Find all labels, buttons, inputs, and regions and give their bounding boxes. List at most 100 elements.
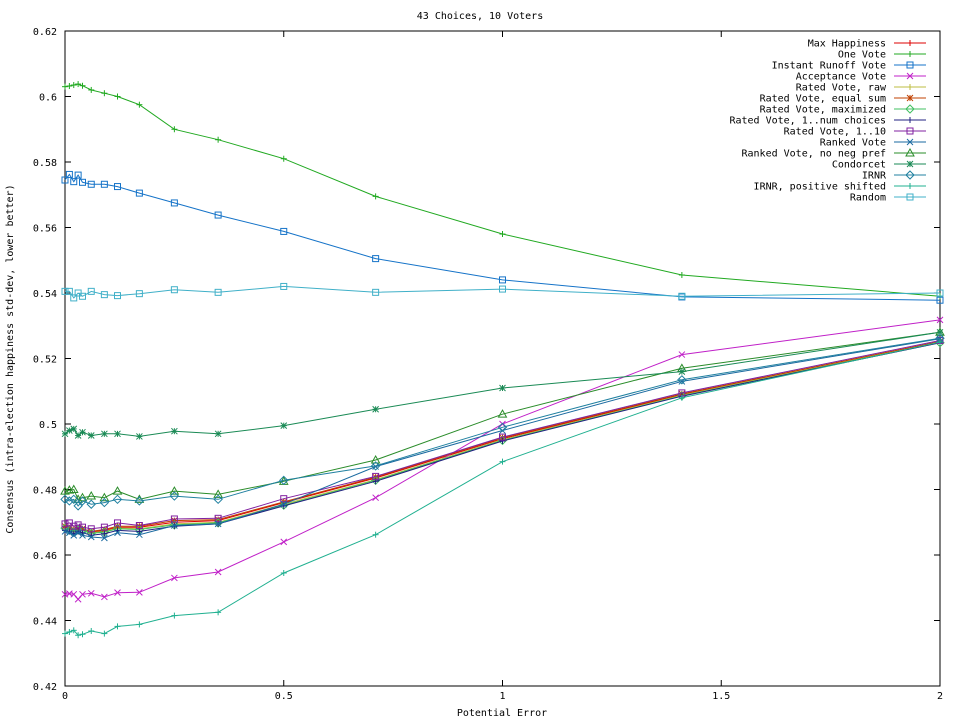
y-tick-label: 0.48 (33, 486, 57, 497)
y-tick-label: 0.52 (33, 355, 57, 366)
marker-stroke (61, 528, 69, 535)
marker-stroke (170, 286, 178, 294)
data-point (64, 496, 75, 506)
marker-stroke (936, 316, 944, 324)
marker-stroke (499, 433, 506, 441)
data-point (79, 631, 86, 638)
marker-stroke (87, 432, 95, 439)
marker-stroke (114, 292, 121, 300)
marker-stroke (100, 291, 108, 299)
y-tick-label: 0.46 (33, 551, 57, 562)
marker-stroke (61, 176, 69, 184)
legend-item: One Vote (838, 50, 926, 61)
marker-stroke (112, 486, 123, 495)
data-point (65, 287, 73, 295)
marker-stroke (79, 292, 86, 300)
y-tick-label: 0.6 (39, 93, 57, 104)
data-point (215, 609, 222, 616)
marker-stroke (280, 538, 288, 546)
marker-stroke (100, 523, 108, 531)
data-point (74, 529, 82, 537)
data-point (906, 193, 914, 201)
marker-stroke (214, 288, 222, 296)
data-point (86, 499, 96, 509)
marker-stroke (499, 420, 506, 428)
data-point (170, 199, 178, 207)
marker-stroke (61, 522, 69, 530)
marker-stroke (114, 589, 121, 597)
marker-stroke (372, 494, 379, 502)
marker-stroke (906, 94, 914, 102)
data-point (136, 101, 143, 108)
data-point (87, 180, 95, 188)
data-point (678, 351, 686, 358)
marker-stroke (99, 497, 110, 508)
data-point (101, 90, 108, 97)
series-line (64, 331, 941, 437)
data-point (70, 294, 78, 302)
marker-stroke (86, 499, 96, 509)
x-tick-label: 2 (937, 691, 943, 702)
legend-item: Rated Vote, raw (796, 83, 926, 94)
marker-stroke (171, 522, 178, 529)
marker-stroke (79, 590, 86, 598)
data-point (907, 51, 913, 57)
x-axis-label: Potential Error (457, 708, 547, 719)
marker-stroke (66, 529, 73, 537)
data-point (100, 291, 108, 299)
legend-item: Acceptance Vote (796, 72, 926, 83)
legend-item: Rated Vote, 1..num choices (729, 116, 926, 127)
legend-item: Max Happiness (808, 39, 926, 50)
data-point (70, 178, 78, 186)
marker-stroke (74, 432, 82, 439)
marker-stroke (497, 409, 508, 418)
data-point (499, 384, 506, 392)
data-point (70, 522, 78, 530)
legend-label: Rated Vote, 1..10 (784, 127, 886, 138)
data-point (372, 255, 380, 263)
marker-stroke (372, 472, 380, 480)
marker-stroke (101, 526, 108, 533)
x-tick-label: 0 (62, 691, 68, 702)
marker-stroke (499, 285, 506, 293)
data-point (88, 86, 95, 93)
data-point (499, 285, 506, 293)
legend-item: Ranked Vote (820, 138, 926, 149)
data-point (61, 528, 69, 535)
data-point (499, 433, 506, 441)
marker-stroke (87, 525, 95, 533)
data-point (112, 486, 123, 495)
data-point (213, 489, 223, 498)
data-point (114, 93, 121, 100)
x-tick-label: 1.5 (712, 691, 730, 702)
data-point (135, 189, 143, 197)
marker-stroke (213, 489, 223, 498)
data-point (61, 176, 69, 184)
data-point (280, 538, 288, 546)
marker-stroke (499, 276, 506, 284)
marker-stroke (114, 430, 121, 438)
marker-stroke (906, 193, 914, 201)
data-point (66, 83, 73, 90)
data-point (79, 590, 86, 598)
data-point (280, 500, 288, 508)
data-point (68, 484, 79, 493)
marker-stroke (135, 189, 143, 197)
data-point (171, 427, 178, 435)
data-point (370, 455, 381, 464)
marker-stroke (370, 461, 381, 471)
marker-stroke (134, 496, 145, 506)
data-point (213, 494, 223, 505)
series-line (64, 337, 941, 507)
data-point (74, 171, 82, 179)
marker-stroke (171, 427, 178, 435)
series-instant-runoff-vote (61, 170, 944, 304)
marker-stroke (70, 294, 78, 302)
x-tick-label: 0.5 (275, 691, 293, 702)
data-point (906, 94, 914, 102)
marker-stroke (214, 430, 222, 438)
data-point (170, 515, 178, 523)
data-point (936, 289, 944, 297)
marker-stroke (678, 368, 686, 375)
data-point (372, 494, 379, 502)
